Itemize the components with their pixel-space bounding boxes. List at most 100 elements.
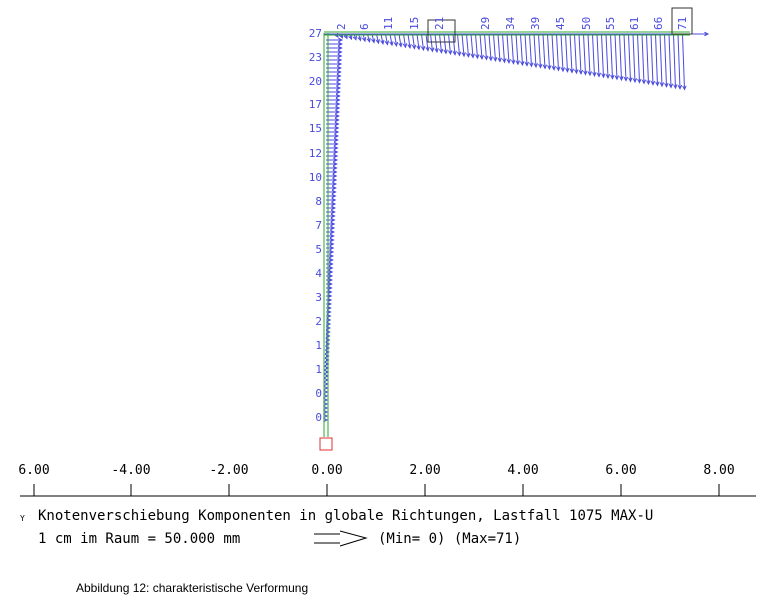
arrow-head — [329, 249, 335, 255]
arrow-head — [328, 261, 334, 267]
displacement-arrows — [323, 31, 710, 423]
legend-title: Knotenverschiebung Komponenten in global… — [38, 508, 653, 524]
arrow-head — [587, 71, 593, 77]
displacement-arrow — [457, 33, 460, 56]
arrow-head — [623, 76, 629, 82]
arrow-head — [334, 121, 340, 127]
arrow-head — [447, 50, 453, 56]
beam-node-label: 71 — [676, 17, 689, 30]
arrow-head — [429, 47, 435, 53]
arrow-head — [328, 265, 334, 271]
arrow-head — [348, 35, 353, 41]
arrow-head — [327, 281, 333, 287]
arrow-head — [605, 74, 611, 80]
displacement-arrow — [434, 33, 438, 53]
displacement-arrow — [637, 33, 640, 83]
axis-tick-label: 6.00 — [18, 463, 49, 478]
arrow-head — [323, 389, 329, 395]
arrow-head — [560, 67, 566, 73]
arrow-head — [574, 69, 579, 75]
arrow-head — [511, 59, 516, 65]
beam-node-label: 39 — [529, 17, 542, 30]
displacement-arrow — [547, 33, 550, 70]
arrow-head — [329, 241, 335, 247]
displacement-arrow — [506, 33, 510, 63]
arrow-head — [337, 57, 343, 63]
displacement-arrow — [416, 33, 420, 50]
arrow-head — [524, 61, 529, 67]
displacement-arrow — [529, 33, 532, 67]
column-node-label: 0 — [315, 411, 322, 424]
arrow-head — [328, 269, 334, 275]
displacement-arrow — [610, 33, 613, 79]
arrow-head — [632, 78, 638, 84]
axis-tick-label: -2.00 — [209, 463, 248, 478]
arrow-head — [336, 69, 342, 75]
column-node-label: 0 — [315, 387, 322, 400]
arrow-head — [416, 45, 421, 51]
legend-scale: 1 cm im Raum = 50.000 mm — [38, 531, 240, 547]
arrow-head — [336, 73, 342, 79]
arrow-head — [592, 71, 597, 77]
column-node-label: 12 — [309, 147, 322, 160]
arrow-head — [461, 52, 466, 58]
column-node-label: 1 — [315, 363, 322, 376]
arrow-head — [569, 68, 575, 74]
arrow-head — [332, 165, 338, 171]
arrow-head — [655, 81, 660, 87]
displacement-arrow — [677, 33, 681, 89]
displacement-arrow — [461, 33, 465, 57]
arrow-head — [677, 84, 683, 90]
arrow-head — [556, 66, 561, 72]
arrow-head — [332, 169, 338, 175]
arrow-head — [411, 44, 417, 50]
arrow-head — [407, 43, 412, 50]
arrow-head — [479, 54, 484, 60]
displacement-arrow — [533, 33, 537, 68]
displacement-arrow — [619, 33, 622, 80]
arrow-head — [330, 229, 336, 235]
column-node-label: 1 — [315, 339, 322, 352]
arrow-head — [343, 34, 348, 40]
arrow-head — [637, 78, 642, 84]
column-node-label: 10 — [309, 171, 322, 184]
column-node-label: 8 — [315, 195, 322, 208]
arrow-head — [323, 377, 329, 383]
displacement-arrow — [511, 33, 514, 64]
displacement-arrow — [628, 33, 631, 82]
arrow-head — [330, 225, 336, 231]
arrow-head — [438, 48, 444, 54]
displacement-arrow — [569, 33, 573, 73]
arrow-head — [323, 401, 329, 407]
arrow-head — [371, 38, 376, 44]
arrow-head — [333, 141, 339, 147]
arrow-head — [323, 417, 329, 423]
displacement-arrow — [376, 33, 379, 44]
arrow-head — [324, 353, 330, 359]
arrow-head — [601, 73, 606, 79]
arrow-head — [325, 329, 331, 335]
displacement-arrow — [484, 33, 487, 60]
displacement-arrow — [560, 33, 564, 72]
arrow-head — [704, 31, 710, 37]
arrow-head — [380, 39, 385, 45]
arrow-head — [357, 36, 362, 42]
displacement-arrow — [479, 33, 483, 59]
axis-tick-label: 2.00 — [409, 463, 440, 478]
displacement-arrow — [556, 33, 559, 71]
arrow-head — [337, 65, 342, 71]
displacement-arrow — [515, 33, 519, 65]
arrow-head — [452, 50, 457, 56]
legend-minmax: (Min= 0) (Max=71) — [378, 531, 521, 547]
arrow-head — [327, 289, 333, 295]
arrow-head — [327, 297, 333, 303]
arrow-head — [529, 62, 534, 68]
arrow-head — [457, 51, 462, 57]
displacement-arrow — [380, 33, 384, 44]
arrow-head — [333, 149, 339, 155]
arrow-head — [331, 189, 337, 195]
arrow-head — [352, 35, 357, 41]
arrow-head — [329, 245, 335, 251]
